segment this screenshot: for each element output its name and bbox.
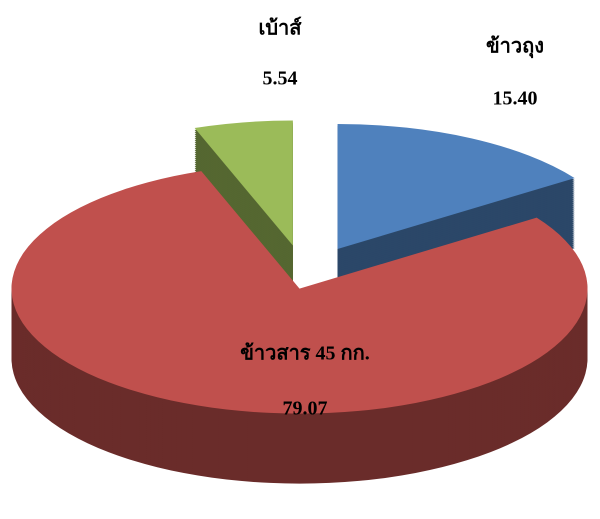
value-label: 79.07	[283, 398, 328, 420]
value-label: 15.40	[493, 88, 538, 110]
slice-label: เบ้าส์	[259, 17, 303, 40]
pie-slice	[11, 171, 588, 484]
value-label: 5.54	[263, 68, 298, 90]
slice-label: ข้าวถุง	[486, 35, 544, 59]
slice-top	[194, 120, 293, 246]
slice-label: ข้าวสาร 45 กก.	[240, 342, 370, 365]
slice-top	[337, 124, 575, 250]
slice-top	[11, 171, 588, 414]
